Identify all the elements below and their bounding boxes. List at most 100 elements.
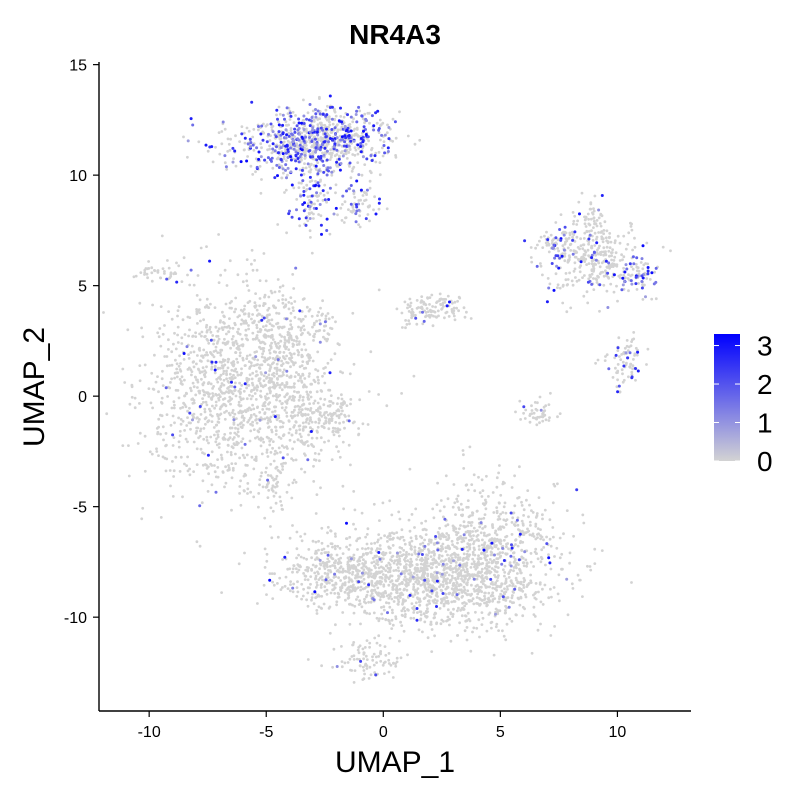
cell-point [273,409,277,413]
cell-point [201,382,205,386]
cell-point [382,595,386,598]
cell-point [478,525,482,529]
cell-point [339,579,342,582]
cell-point [382,553,385,557]
cell-point [437,563,441,566]
cell-point [247,312,251,316]
cell-point [255,336,258,339]
cell-point [508,584,512,587]
cell-point [465,505,469,509]
cell-point [188,316,192,319]
cell-point [252,428,256,431]
cell-point [504,581,508,584]
cell-point [528,414,532,417]
cell-point [238,392,242,395]
cell-point [624,363,628,366]
cell-point [336,544,340,548]
cell-point [428,296,432,299]
cell-point [423,547,426,550]
cell-point [280,164,283,168]
cell-point [394,568,398,572]
cell-point [458,296,462,300]
cell-point [176,314,179,318]
cell-point [370,146,374,150]
cell-point [203,417,207,421]
cell-point [277,446,281,450]
cell-point [610,258,613,262]
cell-point [306,413,310,416]
cell-point [444,535,447,539]
cell-point [328,631,332,635]
cell-point [280,176,284,180]
cell-point [516,523,520,527]
cell-point [461,449,465,452]
cell-point [207,395,211,398]
cell-point [207,381,211,384]
cell-point [299,141,303,145]
cell-point [409,562,413,566]
cell-point [453,501,457,505]
cell-point [611,248,614,252]
chart-title: NR4A3 [349,19,441,50]
cell-point [210,483,214,487]
cell-point [428,303,431,306]
cell-point [427,585,431,589]
cell-point [302,186,306,190]
cell-point [275,346,279,349]
cell-point [202,427,206,430]
cell-point [409,557,413,561]
cell-point [423,309,426,313]
cell-point [404,613,407,616]
cell-point [639,261,643,264]
cell-point [169,381,172,384]
cell-point [178,368,182,371]
cell-point [368,186,372,190]
cell-point [463,525,467,529]
cell-point [618,390,622,394]
cell-point [257,437,261,441]
cell-point [388,622,392,625]
cell-point [277,414,281,417]
cell-point [278,386,282,389]
cell-point [414,576,417,580]
cell-point [498,501,501,505]
cell-point [529,524,532,527]
cell-point [305,557,308,561]
cell-point [344,152,348,156]
cell-point [314,368,317,371]
cell-point [326,104,329,108]
cell-point [330,173,334,177]
cell-point [435,574,438,577]
cell-point [512,569,515,573]
cell-point [247,129,251,133]
cell-point [217,366,220,370]
cell-point [278,112,282,116]
cell-point [452,607,455,611]
cell-point [179,362,182,365]
cell-point [199,427,203,431]
cell-point [271,394,275,398]
cell-point [355,598,358,601]
cell-point [241,453,245,457]
cell-point [577,259,581,262]
cell-point [312,339,315,342]
cell-point [539,528,542,531]
cell-point [274,425,278,429]
cell-point [240,440,243,443]
cell-point [503,501,507,505]
cell-point [171,414,175,418]
cell-point [402,588,406,592]
cell-point [552,535,555,539]
cell-point [549,391,552,395]
cell-point [405,577,408,581]
cell-point [246,407,250,411]
cell-point [246,464,249,467]
cell-point [288,438,292,442]
cell-point [306,578,310,582]
cell-point [498,517,502,521]
cell-point [213,306,217,309]
cell-point [202,400,205,404]
cell-point [234,351,238,354]
cell-point [421,322,425,326]
cell-point [569,249,573,252]
